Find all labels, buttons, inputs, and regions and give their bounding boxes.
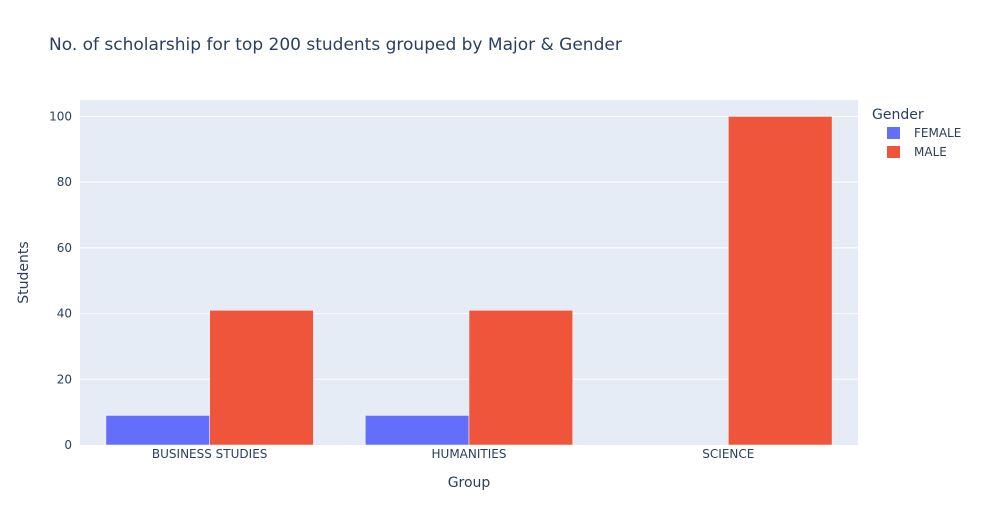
- x-axis-label: Group: [448, 475, 491, 491]
- y-tick-label: 40: [57, 307, 72, 321]
- legend-label-male[interactable]: MALE: [914, 145, 947, 159]
- y-tick-label: 100: [49, 109, 72, 123]
- x-tick-label: SCIENCE: [702, 447, 754, 461]
- x-axis-ticks: BUSINESS STUDIES HUMANITIES SCIENCE: [152, 447, 754, 461]
- legend-label-female[interactable]: FEMALE: [914, 126, 961, 140]
- y-axis-label: Students: [16, 241, 32, 303]
- y-tick-label: 60: [57, 241, 72, 255]
- y-tick-label: 80: [57, 175, 72, 189]
- x-tick-label: BUSINESS STUDIES: [152, 447, 268, 461]
- bar-male[interactable]: [468, 310, 573, 446]
- legend-swatch-female[interactable]: [887, 127, 900, 139]
- y-tick-label: 0: [64, 438, 72, 452]
- y-axis-ticks: 0 20 40 60 80 100: [49, 109, 72, 452]
- legend-swatch-male[interactable]: [887, 146, 900, 158]
- x-tick-label: HUMANITIES: [432, 447, 507, 461]
- chart-title: No. of scholarship for top 200 students …: [49, 35, 622, 55]
- bar-female[interactable]: [365, 415, 470, 446]
- bar-female[interactable]: [105, 415, 210, 446]
- bar-male[interactable]: [209, 310, 314, 446]
- legend-title: Gender: [872, 107, 924, 123]
- bar-male[interactable]: [728, 116, 833, 446]
- bars[interactable]: [105, 116, 833, 446]
- legend[interactable]: Gender FEMALE MALE: [872, 107, 961, 159]
- y-tick-label: 20: [57, 372, 72, 386]
